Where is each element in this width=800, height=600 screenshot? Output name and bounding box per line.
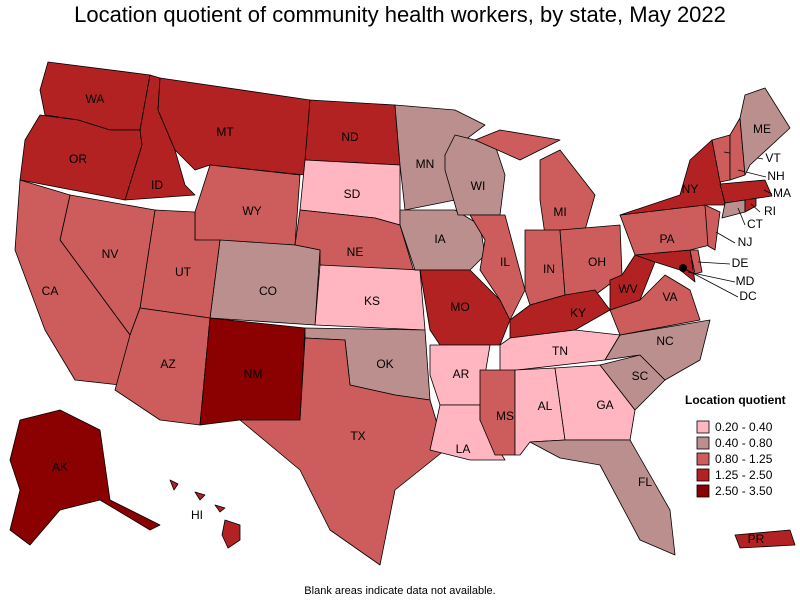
leader-line	[715, 231, 736, 244]
state-label: KY	[570, 306, 586, 320]
state-label: NY	[682, 182, 699, 196]
state-shape	[704, 204, 721, 251]
state-shape	[739, 87, 791, 176]
state-label: NM	[244, 367, 263, 381]
state-shape	[619, 139, 726, 216]
state-label: IL	[500, 255, 510, 269]
state-label: ND	[341, 130, 359, 144]
state-label: AZ	[160, 357, 175, 371]
state-label: UT	[175, 265, 192, 279]
state-label: OR	[69, 152, 87, 166]
state-label: IN	[543, 262, 555, 276]
state-label: SD	[344, 187, 361, 201]
state-label: WY	[242, 204, 261, 218]
legend-label: 2.50 - 3.50	[715, 484, 773, 498]
state-label: SC	[632, 369, 649, 383]
state-shape	[509, 289, 611, 339]
state-label: OH	[588, 255, 606, 269]
state-shape	[169, 479, 241, 549]
state-label: NJ	[738, 235, 753, 249]
state-label: NC	[656, 334, 674, 348]
leader-line	[737, 207, 746, 226]
legend-swatch	[696, 420, 710, 434]
leader-line	[697, 261, 731, 265]
state-label: MN	[416, 157, 435, 171]
legend-swatch	[696, 484, 710, 498]
state-label: AL	[538, 399, 553, 413]
state-shape	[209, 239, 321, 326]
state-label: CT	[747, 217, 764, 231]
state-label: NH	[767, 169, 784, 183]
state-shape	[479, 369, 516, 456]
state-shape	[719, 179, 773, 204]
state-shape	[559, 224, 623, 296]
leader-line	[750, 203, 761, 213]
state-label: LA	[456, 442, 471, 456]
state-shape	[9, 409, 161, 546]
state-label: AR	[453, 367, 470, 381]
state-label: PA	[659, 232, 674, 246]
state-label: IA	[434, 232, 445, 246]
state-label: TN	[552, 344, 568, 358]
state-label: RI	[764, 204, 776, 218]
state-label: DE	[732, 256, 749, 270]
state-label: DC	[739, 289, 757, 303]
legend-label: 0.80 - 1.25	[715, 452, 773, 466]
state-label: VA	[662, 290, 677, 304]
state-label: WI	[471, 179, 486, 193]
state-label: KS	[364, 294, 380, 308]
state-label: HI	[191, 508, 203, 522]
legend-label: 0.40 - 0.80	[715, 436, 773, 450]
state-label: CO	[259, 284, 277, 298]
leader-line	[682, 267, 739, 298]
state-label: VT	[765, 151, 781, 165]
state-shape	[469, 214, 526, 321]
legend-swatch	[696, 468, 710, 482]
state-label: MA	[773, 186, 791, 200]
legend: 0.20 - 0.40 0.40 - 0.80 0.80 - 1.25 1.25 - …	[696, 420, 773, 498]
state-label: WV	[618, 282, 637, 296]
leader-line	[763, 189, 773, 195]
legend-label: 0.20 - 0.40	[715, 420, 773, 434]
state-label: FL	[638, 475, 652, 489]
state-label: MD	[736, 274, 755, 288]
state-label: AK	[52, 460, 68, 474]
state-shape	[554, 364, 636, 441]
footnote: Blank areas indicate data not available.	[304, 585, 495, 597]
state-label: TX	[350, 429, 365, 443]
state-label: MO	[450, 300, 469, 314]
state-label: WA	[86, 92, 105, 106]
state-label: CA	[42, 284, 59, 298]
states: WA OR ID MT ND SD WY NE KS CO UT NV CA AZ NM OK TX MN IA MO…	[9, 61, 796, 566]
state-label: GA	[596, 398, 613, 412]
leader-line	[737, 169, 767, 178]
state-label: PR	[748, 532, 765, 546]
state-shape	[734, 529, 796, 549]
state-label: NE	[347, 245, 364, 259]
state-label: ME	[753, 122, 771, 136]
state-label: MS	[496, 409, 514, 423]
legend-title: Location quotient	[685, 393, 786, 407]
legend-swatch	[696, 436, 710, 450]
legend-label: 1.25 - 2.50	[715, 468, 773, 482]
state-label: MT	[216, 125, 234, 139]
state-shape	[239, 337, 446, 566]
state-shape	[689, 249, 703, 275]
state-shape	[529, 439, 676, 556]
map-title: Location quotient of community health wo…	[74, 2, 726, 27]
state-shape	[157, 77, 311, 176]
legend-swatch	[696, 452, 710, 466]
state-label: MI	[553, 205, 566, 219]
state-label: NV	[102, 247, 119, 261]
state-label: OK	[376, 357, 393, 371]
state-label: ID	[151, 178, 163, 192]
